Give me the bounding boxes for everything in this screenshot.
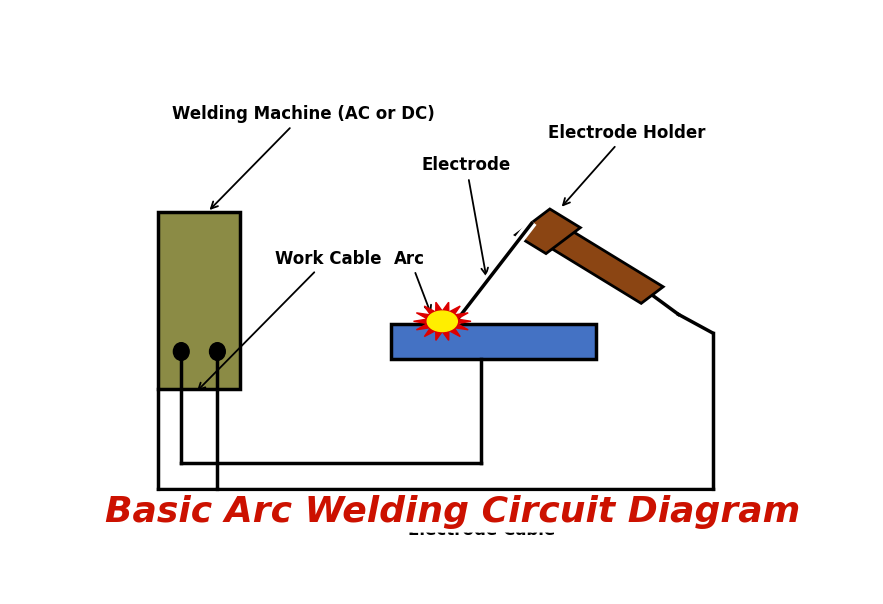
Bar <box>158 212 240 389</box>
Circle shape <box>427 311 457 332</box>
Text: Basic Arc Welding Circuit Diagram: Basic Arc Welding Circuit Diagram <box>105 495 800 529</box>
Text: Electrode Cable: Electrode Cable <box>408 493 555 539</box>
Polygon shape <box>516 209 580 254</box>
Ellipse shape <box>173 342 189 361</box>
Bar <box>391 324 596 359</box>
Text: Electrode Holder: Electrode Holder <box>548 124 706 205</box>
Text: Welding Machine (AC or DC): Welding Machine (AC or DC) <box>172 105 434 208</box>
Text: Arc: Arc <box>395 249 431 312</box>
Text: Work Cable: Work Cable <box>199 249 381 390</box>
Ellipse shape <box>209 342 225 361</box>
Polygon shape <box>529 218 663 303</box>
Polygon shape <box>413 302 471 340</box>
Text: Electrode: Electrode <box>421 156 511 275</box>
